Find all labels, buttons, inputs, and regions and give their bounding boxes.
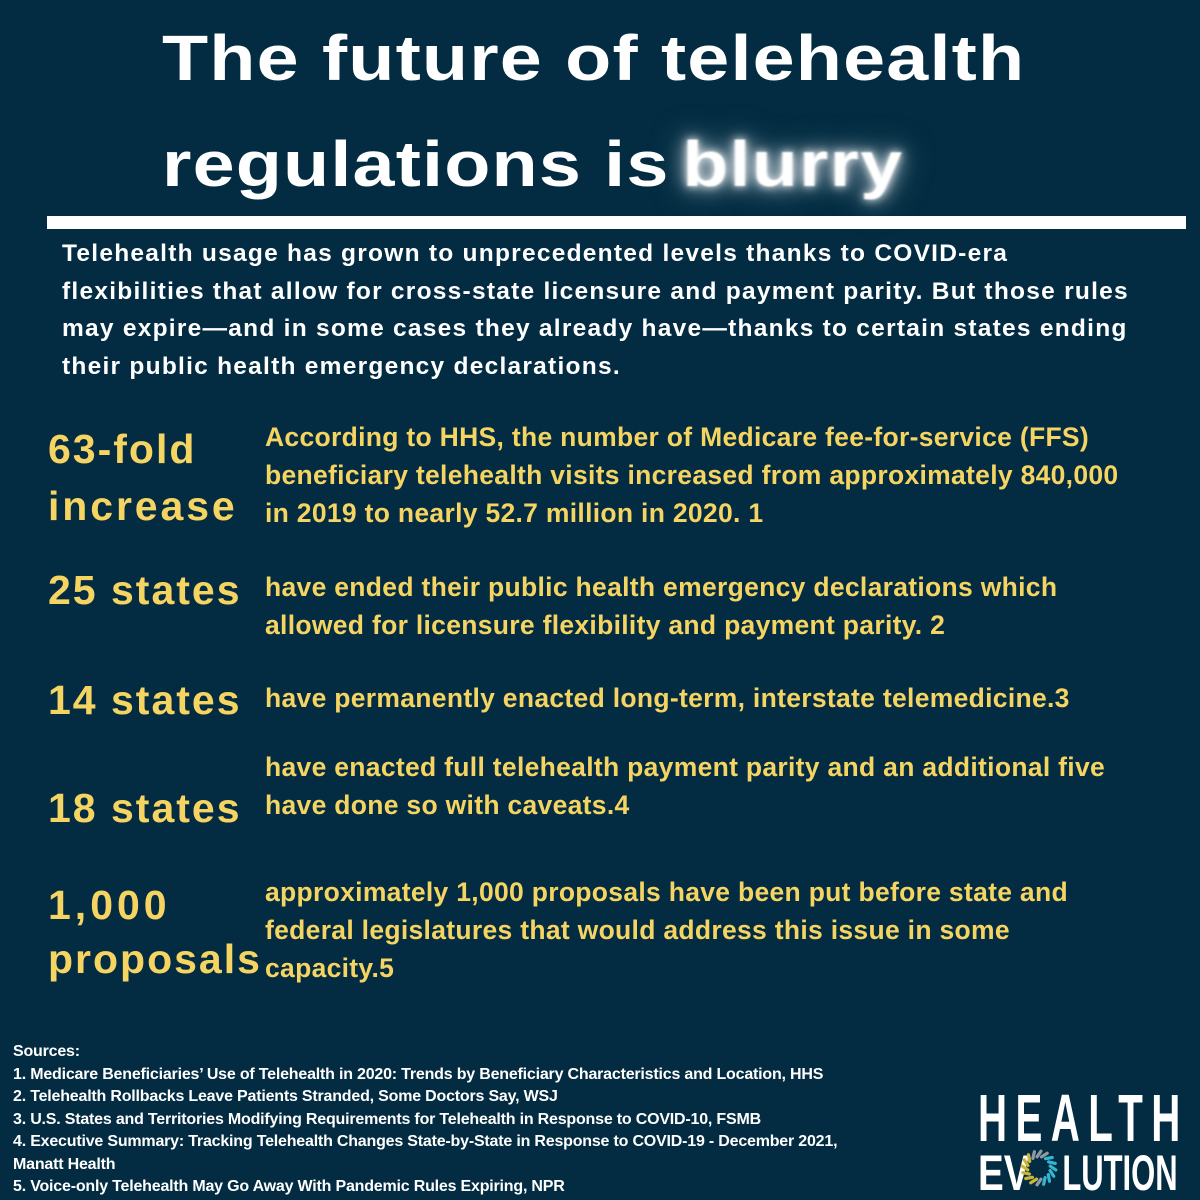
svg-text:EV: EV bbox=[978, 1144, 1030, 1193]
svg-text:LUTION: LUTION bbox=[1062, 1144, 1177, 1193]
svg-text:HEALTH: HEALTH bbox=[978, 1088, 1183, 1155]
